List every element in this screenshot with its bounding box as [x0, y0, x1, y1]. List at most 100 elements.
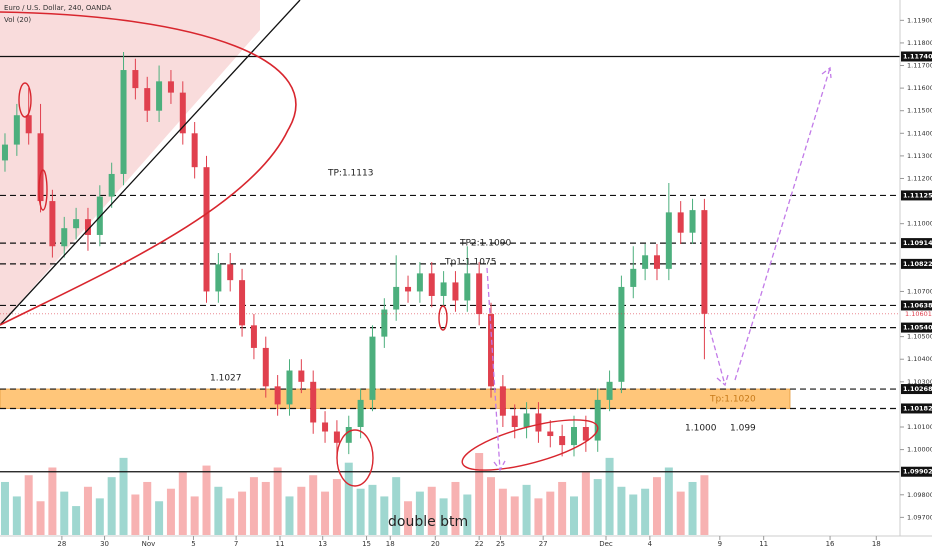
volume-bar: [392, 477, 401, 535]
volume-bar: [332, 479, 341, 535]
x-tick-label: 27: [539, 540, 548, 548]
candle-body: [108, 173, 115, 197]
candle-body: [144, 88, 151, 111]
volume-bar: [261, 481, 270, 535]
volume-bar: [238, 491, 247, 535]
candle-body: [286, 370, 293, 405]
candle-body: [582, 427, 589, 441]
volume-bar: [155, 501, 164, 535]
x-tick-label: 16: [826, 540, 835, 548]
volume-bar: [498, 488, 507, 535]
candle-body: [653, 255, 660, 269]
level-label: 1.10268: [903, 385, 932, 393]
candle-body: [440, 282, 447, 296]
candle-body: [630, 268, 637, 287]
candle-body: [262, 347, 269, 387]
volume-bar: [605, 457, 614, 535]
x-tick-label: 22: [475, 540, 484, 548]
candle-body: [1, 144, 8, 161]
y-tick-label: 1.09800: [907, 491, 932, 499]
level-label-bg: [901, 51, 932, 62]
x-tick-label: 28: [57, 540, 66, 548]
red-ellipse: [38, 169, 48, 211]
y-tick-label: 1.10000: [907, 446, 932, 454]
plot: [0, 51, 900, 535]
candle-body: [310, 381, 317, 423]
candle-body: [499, 386, 506, 416]
candle-body: [156, 81, 163, 111]
annotation: TP:1.1113: [327, 169, 373, 179]
candle-body: [405, 286, 412, 292]
volume-bar: [309, 475, 318, 535]
x-tick-label: Dec: [599, 540, 613, 548]
volume-bar: [510, 496, 519, 535]
level-label: 1.10822: [903, 260, 932, 268]
volume-bar: [451, 481, 460, 535]
x-tick-label: 20: [431, 540, 440, 548]
volume-bar: [558, 481, 567, 535]
volume-bar: [569, 496, 578, 535]
candle-body: [322, 422, 329, 432]
volume-bar: [83, 486, 92, 535]
x-tick-label: 5: [191, 540, 195, 548]
annotations: TP:1.1113 TP2:1.1090 Tp1:1.1075 1.1027 T…: [210, 169, 756, 531]
annotation: Tp1:1.1075: [444, 258, 496, 268]
candle-body: [37, 133, 44, 202]
y-tick-label: 1.10700: [907, 287, 932, 295]
volume-bar: [95, 498, 104, 535]
candle-body: [357, 399, 364, 427]
red-ellipse: [461, 419, 599, 471]
level-label: 1.09902: [903, 468, 932, 476]
candle-body: [274, 386, 281, 405]
candle-body: [345, 427, 352, 443]
annotation: 1.1000: [685, 424, 717, 434]
candle-body: [227, 264, 234, 281]
candle-body: [13, 115, 20, 145]
x-tick-label: 25: [496, 540, 505, 548]
volume-bar: [641, 488, 650, 535]
y-tick-label: 1.10500: [907, 333, 932, 341]
candle-body: [49, 201, 56, 247]
volume-bar: [249, 477, 258, 535]
candle-body: [689, 210, 696, 233]
candle-body: [535, 413, 542, 432]
candle-body: [677, 212, 684, 233]
y-tick-label: 1.11600: [907, 84, 932, 92]
y-tick-label: 1.10100: [907, 423, 932, 431]
y-tick-label: 1.11200: [907, 174, 932, 182]
volume-bar: [214, 486, 223, 535]
red-ellipse: [336, 429, 374, 487]
candle-body: [665, 212, 672, 269]
volume-bar: [487, 477, 496, 535]
x-tick-label: 11: [276, 540, 285, 548]
level-label-bg: [901, 300, 932, 311]
volume-bar: [629, 494, 638, 535]
level-label-bg: [901, 258, 932, 269]
volume-bar: [131, 494, 140, 535]
volume-bar: [356, 488, 365, 535]
candle-body: [559, 436, 566, 446]
volume-bar: [546, 491, 555, 535]
level-label-bg: [901, 384, 932, 395]
volume-bar: [107, 477, 116, 535]
level-label-bg: [901, 190, 932, 201]
candle-body: [642, 255, 649, 269]
volume-bar: [688, 481, 697, 535]
volume-bar: [427, 486, 436, 535]
volume-bar: [404, 501, 413, 535]
volume-bar: [166, 488, 175, 535]
candle-body: [452, 282, 459, 301]
volume-bar: [664, 467, 673, 535]
volume-bar: [593, 479, 602, 535]
volume-bar: [534, 498, 543, 535]
volume-bar: [321, 491, 330, 535]
x-tick-label: 15: [362, 540, 371, 548]
volume-bar: [36, 501, 45, 535]
y-tick-label: 1.11900: [907, 16, 932, 24]
candle-body: [120, 70, 127, 174]
trend-line: [0, 0, 301, 326]
level-label: 1.10540: [903, 324, 932, 332]
candle-body: [179, 92, 186, 134]
level-label-bg: [901, 322, 932, 333]
y-tick-label: 1.11000: [907, 220, 932, 228]
